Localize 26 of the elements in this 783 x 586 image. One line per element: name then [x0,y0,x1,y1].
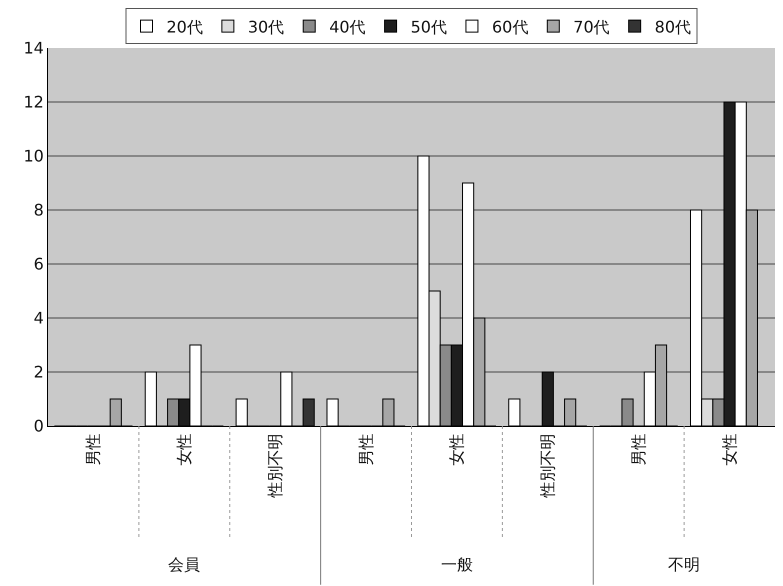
y-tick-label: 10 [23,146,44,166]
y-tick-label: 14 [23,38,44,58]
y-tick-label: 6 [34,254,44,274]
legend-label: 70代 [573,17,610,36]
x-tick-label: 女性 [174,433,194,466]
x-tick-label: 男性 [628,433,648,466]
x-tick-label: 女性 [720,433,739,466]
x-tick-label: 男性 [356,433,376,466]
y-tick-label: 2 [34,362,44,382]
x-tick-label: 女性 [447,433,466,466]
legend-label: 40代 [329,17,366,36]
y-tick-label: 0 [34,416,44,436]
x-tick-label: 性別不明 [265,433,284,498]
text: 不明 [668,555,700,574]
y-tick-label: 8 [34,200,44,220]
y-tick-label: 4 [34,308,44,328]
legend-label: 60代 [492,17,528,36]
legend-label: 20代 [166,17,203,36]
x-tick-label: 男性 [84,433,103,466]
y-tick-label: 12 [23,92,44,112]
text: 一般 [441,555,473,574]
legend-label: 30代 [248,17,284,36]
text: 会員 [168,555,200,574]
legend-label: 80代 [654,17,692,36]
x-tick-label: 性別不明 [538,433,558,498]
legend-label: 50代 [410,17,447,36]
